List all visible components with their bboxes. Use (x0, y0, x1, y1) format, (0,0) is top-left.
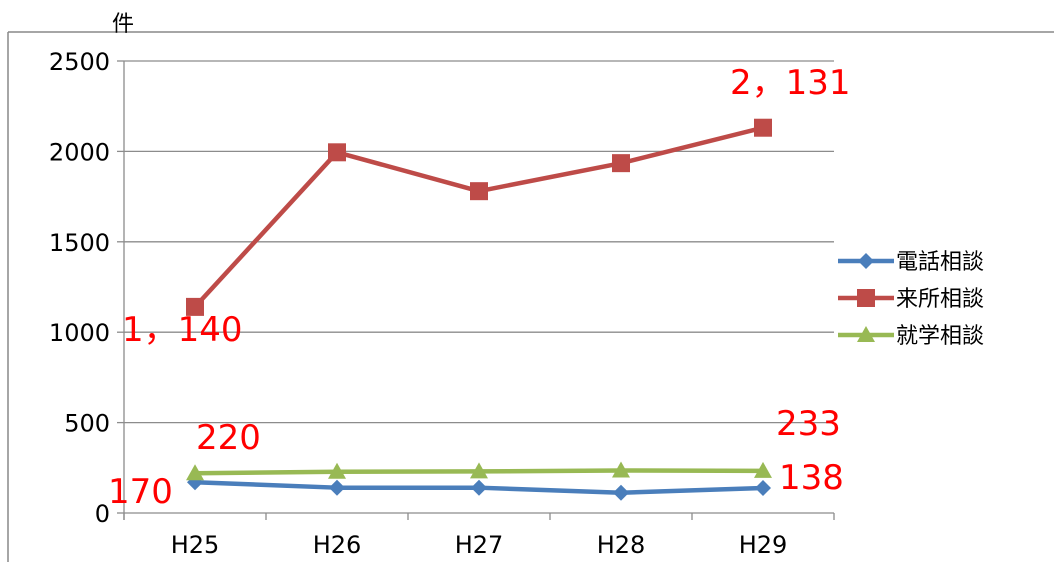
data-label: 138 (779, 458, 844, 498)
x-tick-label: H28 (597, 531, 646, 559)
legend-item: 電話相談 (838, 250, 984, 275)
legend-item: 就学相談 (838, 324, 984, 349)
data-point (186, 464, 204, 481)
y-tick-label: 2000 (49, 138, 110, 166)
data-label: 1，140 (122, 310, 243, 350)
data-label: 233 (776, 404, 841, 444)
y-axis-unit-label: 件 (112, 12, 134, 37)
data-point (754, 461, 772, 478)
y-tick-label: 1500 (49, 229, 110, 257)
data-point (470, 182, 488, 201)
data-point (186, 297, 204, 316)
series-group (186, 118, 772, 501)
data-label: 2，131 (730, 63, 851, 103)
legend-item: 来所相談 (838, 287, 984, 312)
legend-label: 来所相談 (896, 287, 984, 312)
data-point (613, 484, 629, 501)
y-tick-label: 2500 (49, 48, 110, 76)
data-point (754, 118, 772, 137)
data-point (612, 154, 630, 173)
legend-swatch-marker (858, 253, 874, 269)
data-point (612, 461, 630, 478)
data-point (328, 143, 346, 162)
series-line (193, 125, 764, 309)
series-2 (186, 118, 772, 316)
x-tick-label: H25 (171, 531, 220, 559)
y-tick-label: 500 (64, 410, 110, 438)
x-tick-labels: H25 H26 H27 H28 H29 (171, 531, 788, 559)
data-label: 220 (196, 418, 261, 458)
legend-label: 就学相談 (896, 324, 984, 349)
x-tick-label: H26 (313, 531, 362, 559)
data-point (328, 462, 346, 479)
data-point (329, 479, 345, 496)
data-annotations: 1，140 2，131 220 233 170 138 (108, 63, 851, 512)
x-tick-label: H29 (739, 531, 788, 559)
legend-swatch-marker (857, 326, 875, 342)
data-label: 170 (108, 472, 173, 512)
data-point (471, 479, 487, 496)
legend-label: 電話相談 (896, 250, 984, 275)
y-tick-labels: 0 500 1000 1500 2000 2500 (49, 48, 110, 528)
y-tick-label: 0 (95, 500, 110, 528)
gridlines (124, 60, 834, 424)
data-point (470, 462, 488, 479)
y-tick-label: 1000 (49, 319, 110, 347)
data-point (755, 480, 771, 497)
axes (117, 60, 835, 520)
legend-swatch-marker (857, 289, 875, 307)
series-3 (186, 461, 772, 481)
x-tick-label: H27 (455, 531, 504, 559)
